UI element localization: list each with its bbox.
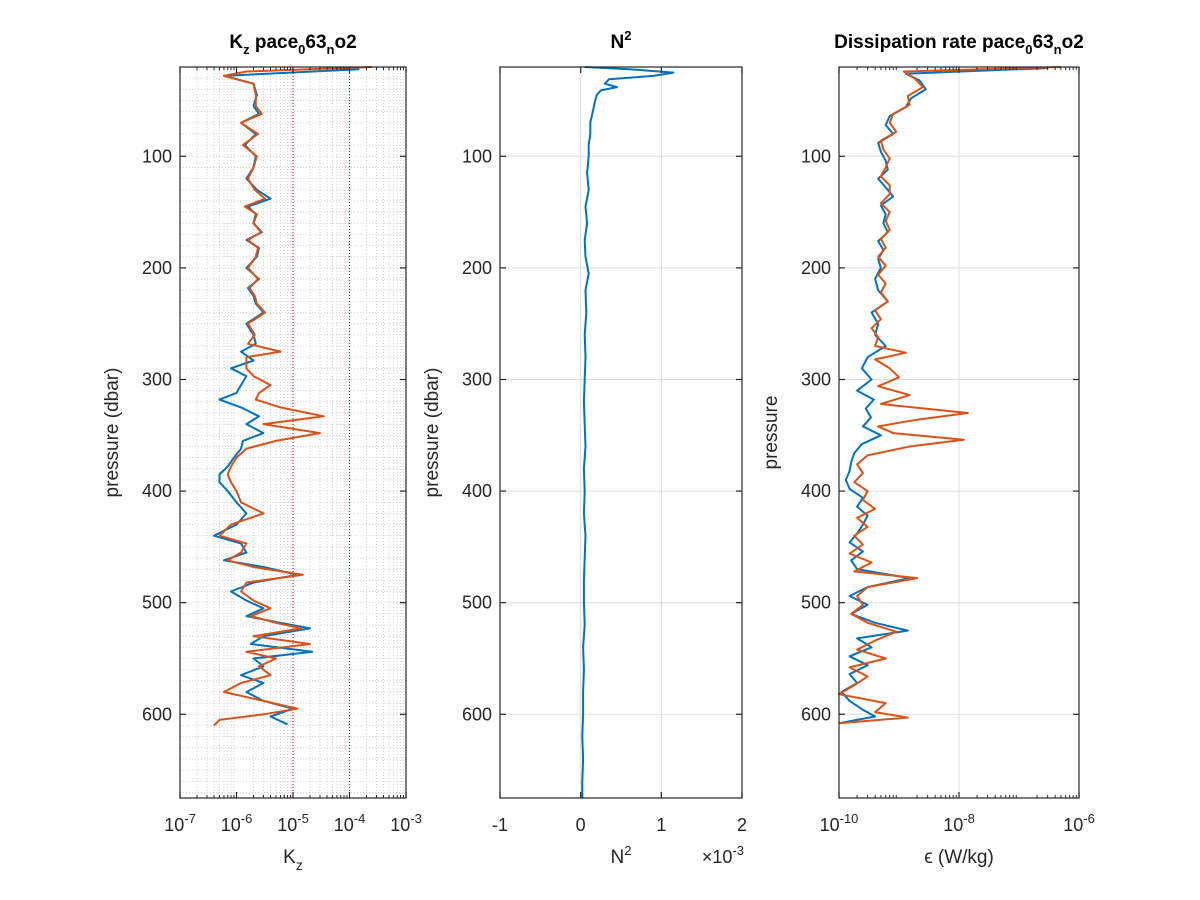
x-axis-label: N2 xyxy=(611,843,632,868)
series-line-2 xyxy=(213,66,373,727)
chart-title: Dissipation rate pace063no2 xyxy=(834,32,1084,57)
series-line-1 xyxy=(838,67,1048,725)
y-tick-label: 400 xyxy=(801,481,831,501)
x-axis-label: Kz xyxy=(283,847,303,873)
x-tick-label: 0 xyxy=(576,815,586,835)
y-tick-label: 300 xyxy=(462,369,492,389)
y-tick-label: 200 xyxy=(462,258,492,278)
y-axis-label: pressure (dbar) xyxy=(102,368,123,498)
x-tick-label: 1 xyxy=(656,815,666,835)
y-tick-label: 500 xyxy=(462,593,492,613)
y-tick-label: 200 xyxy=(142,258,172,278)
x-multiplier-label: ×10-3 xyxy=(702,843,744,867)
x-tick-label: 10-5 xyxy=(277,811,309,835)
x-tick-label: 10-6 xyxy=(1063,811,1095,835)
y-tick-label: 100 xyxy=(801,146,831,166)
y-tick-label: 500 xyxy=(142,593,172,613)
y-tick-label: 500 xyxy=(801,593,831,613)
x-tick-label: 10-4 xyxy=(334,811,366,835)
x-tick-label: 2 xyxy=(737,815,747,835)
y-tick-label: 100 xyxy=(142,146,172,166)
x-tick-label: 10-3 xyxy=(390,811,422,835)
dissipation-panel: 100 200 300 400 500 600 10-10 10-8 10-6 Dissipati… xyxy=(761,32,1095,868)
y-tick-label: 600 xyxy=(142,704,172,724)
series-line-1 xyxy=(581,66,675,798)
chart-title: Kz pace063no2 xyxy=(229,32,356,57)
kz-panel: 100 200 300 400 500 600 10-7 10-6 10-5 10-4 10-3 Kz… xyxy=(102,32,422,873)
y-tick-label: 100 xyxy=(462,146,492,166)
x-tick-label: 10-6 xyxy=(221,811,253,835)
axes-box xyxy=(499,66,743,799)
y-tick-label: 300 xyxy=(142,369,172,389)
series-line-2 xyxy=(838,66,1061,725)
y-tick-label: 600 xyxy=(801,704,831,724)
y-tick-label: 300 xyxy=(801,369,831,389)
x-axis-label: ϵ (W/kg) xyxy=(924,847,994,868)
y-tick-label: 400 xyxy=(462,481,492,501)
plot-area xyxy=(500,67,742,798)
chart-title: N2 xyxy=(611,28,632,53)
y-tick-label: 200 xyxy=(801,258,831,278)
x-tick-label: 10-8 xyxy=(943,811,975,835)
y-axis-label: pressure (dbar) xyxy=(422,368,443,498)
y-axis-label: pressure xyxy=(761,396,782,470)
y-tick-label: 600 xyxy=(462,704,492,724)
series-line-1 xyxy=(213,68,360,726)
x-tick-label: 10-7 xyxy=(164,811,196,835)
n2-panel: 100 200 300 400 500 600 -1 0 1 2 N2 N2 ×10-3 pressure… xyxy=(422,28,747,868)
x-tick-label: 10-10 xyxy=(820,811,859,835)
x-tick-label: -1 xyxy=(492,815,508,835)
y-tick-label: 400 xyxy=(142,481,172,501)
